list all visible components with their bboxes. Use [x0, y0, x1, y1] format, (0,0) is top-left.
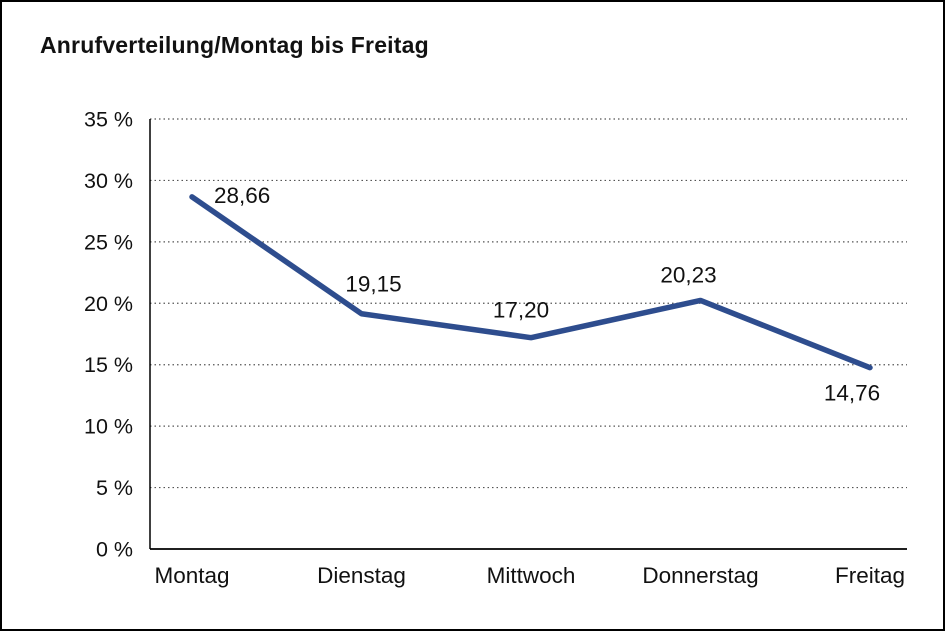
y-axis-tick-label: 30 %: [84, 169, 133, 193]
x-axis-tick-label: Montag: [154, 563, 229, 588]
y-axis-tick-label: 15 %: [84, 353, 133, 377]
y-axis-tick-label: 20 %: [84, 292, 133, 316]
y-axis-tick-label: 10 %: [84, 415, 133, 439]
value-label: 19,15: [345, 272, 401, 297]
x-axis-tick-label: Freitag: [835, 563, 905, 588]
y-axis-tick-label: 35 %: [84, 108, 133, 132]
x-axis-tick-label: Donnerstag: [642, 563, 758, 588]
value-label: 14,76: [824, 381, 880, 406]
series-line: [189, 194, 873, 371]
value-label: 17,20: [493, 298, 549, 323]
value-label: 28,66: [214, 183, 270, 208]
value-label: 20,23: [660, 262, 716, 287]
x-axis-tick-label: Dienstag: [317, 563, 406, 588]
y-axis-tick-label: 0 %: [96, 538, 133, 562]
y-axis-tick-label: 25 %: [84, 230, 133, 254]
x-axis-tick-label: Mittwoch: [487, 563, 576, 588]
y-axis-tick-label: 5 %: [96, 476, 133, 500]
chart-title: Anrufverteilung/Montag bis Freitag: [40, 32, 429, 58]
